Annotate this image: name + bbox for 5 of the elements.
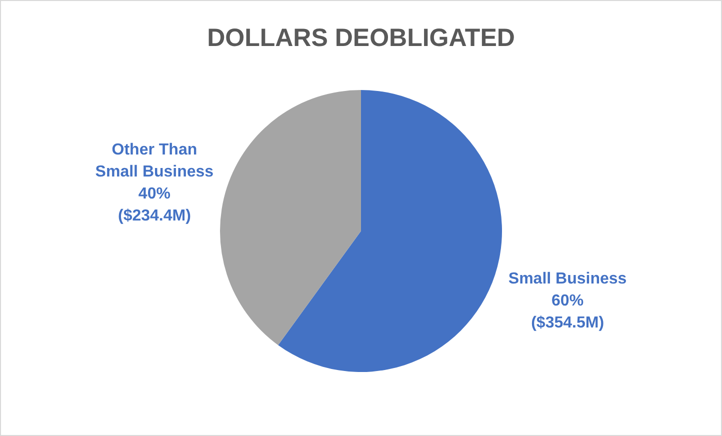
slice-label: Other Than Small Business xyxy=(95,142,214,181)
data-label: 40% ($234.4M) xyxy=(118,186,191,225)
chart-title: DOLLARS DEOBLIGATED xyxy=(206,23,516,54)
slice-label: Small Business xyxy=(508,270,627,288)
data-label: 60% ($354.5M) xyxy=(531,292,604,332)
